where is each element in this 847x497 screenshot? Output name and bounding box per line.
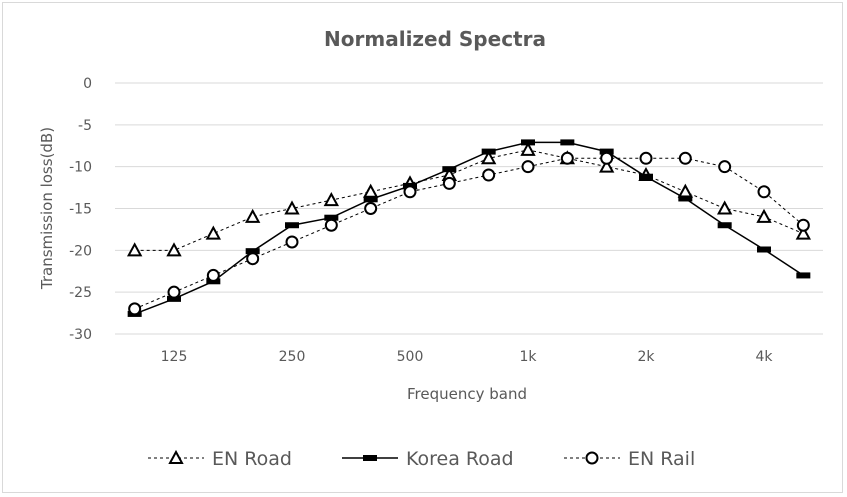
dash-marker <box>560 139 575 146</box>
triangle-marker <box>795 225 812 240</box>
circle-marker <box>206 268 220 282</box>
dash-marker <box>363 196 378 203</box>
y-axis-label: Transmission loss(dB) <box>38 127 56 290</box>
triangle-marker <box>323 192 340 207</box>
circle-marker <box>560 151 574 165</box>
circle-marker <box>285 235 299 249</box>
dash-marker <box>639 173 653 180</box>
x-axis-label: Frequency band <box>407 385 527 403</box>
circle-marker <box>364 202 378 215</box>
dash-marker <box>363 455 377 461</box>
circle-marker <box>167 285 181 299</box>
legend-label: Korea Road <box>406 448 514 470</box>
circle-marker <box>403 185 417 199</box>
triangle-marker <box>166 242 182 257</box>
x-tick-label: 125 <box>161 349 188 365</box>
triangle-marker <box>244 208 261 223</box>
triangle-marker <box>284 200 300 215</box>
dash-marker <box>324 214 339 221</box>
dash-marker <box>796 272 811 279</box>
series-en-rail <box>128 151 810 316</box>
y-tick-label: -30 <box>69 327 92 343</box>
triangle-marker <box>756 208 772 223</box>
legend-item: Korea Road <box>342 448 514 470</box>
y-tick-labels: 0 -5 -10 -15 -20 -25 -30 <box>69 76 92 343</box>
dash-marker <box>285 222 299 229</box>
series-line <box>134 141 804 315</box>
triangle-marker <box>362 183 379 198</box>
circle-marker <box>639 151 653 165</box>
dash-marker <box>757 246 771 253</box>
circle-marker <box>757 185 771 199</box>
x-tick-labels: 125 250 500 1k 2k 4k <box>161 349 774 365</box>
triangle-marker <box>677 183 694 198</box>
triangle-marker <box>716 200 733 215</box>
legend-item: EN Rail <box>564 448 695 470</box>
x-tick-label: 1k <box>519 349 537 365</box>
series-line <box>134 157 804 310</box>
series-korea-road <box>127 139 811 317</box>
dash-marker <box>521 139 535 146</box>
x-tick-label: 4k <box>755 349 773 365</box>
triangle-marker <box>480 150 497 165</box>
y-tick-label: -15 <box>69 202 92 218</box>
y-tick-label: -5 <box>78 118 92 134</box>
legend-label: EN Rail <box>628 448 695 470</box>
triangle-marker <box>168 449 184 464</box>
y-tick-label: -25 <box>69 285 92 301</box>
triangle-marker <box>598 158 615 173</box>
circle-marker <box>246 252 260 266</box>
legend-label: EN Road <box>212 448 292 470</box>
series-layer <box>126 139 812 317</box>
circle-marker <box>324 218 338 232</box>
dash-marker <box>167 295 181 302</box>
circle-marker <box>718 160 732 174</box>
circle-marker <box>128 302 142 316</box>
gridlines <box>115 82 823 335</box>
x-tick-label: 250 <box>279 349 306 365</box>
circle-marker <box>678 151 692 165</box>
triangle-marker <box>520 141 536 156</box>
legend: EN Road Korea Road EN Rail <box>148 448 695 470</box>
circle-marker <box>600 151 614 165</box>
dash-marker <box>678 195 693 202</box>
triangle-marker <box>205 225 222 240</box>
y-tick-label: -10 <box>69 160 92 176</box>
y-tick-label: -20 <box>69 243 92 259</box>
circle-marker <box>796 218 810 232</box>
circle-marker <box>585 451 599 465</box>
legend-item: EN Road <box>148 448 292 470</box>
dash-marker <box>481 148 496 155</box>
dash-marker <box>442 166 457 173</box>
chart-title: Normalized Spectra <box>324 27 546 51</box>
series-line <box>134 149 804 251</box>
dash-marker <box>599 148 614 155</box>
circle-marker <box>442 176 456 190</box>
dash-marker <box>245 248 260 255</box>
x-tick-label: 500 <box>397 349 424 365</box>
circle-marker <box>521 160 535 174</box>
y-tick-label: 0 <box>83 76 92 92</box>
triangle-marker <box>126 242 143 257</box>
dash-marker <box>717 222 732 229</box>
circle-marker <box>482 168 496 182</box>
x-tick-label: 2k <box>637 349 655 365</box>
